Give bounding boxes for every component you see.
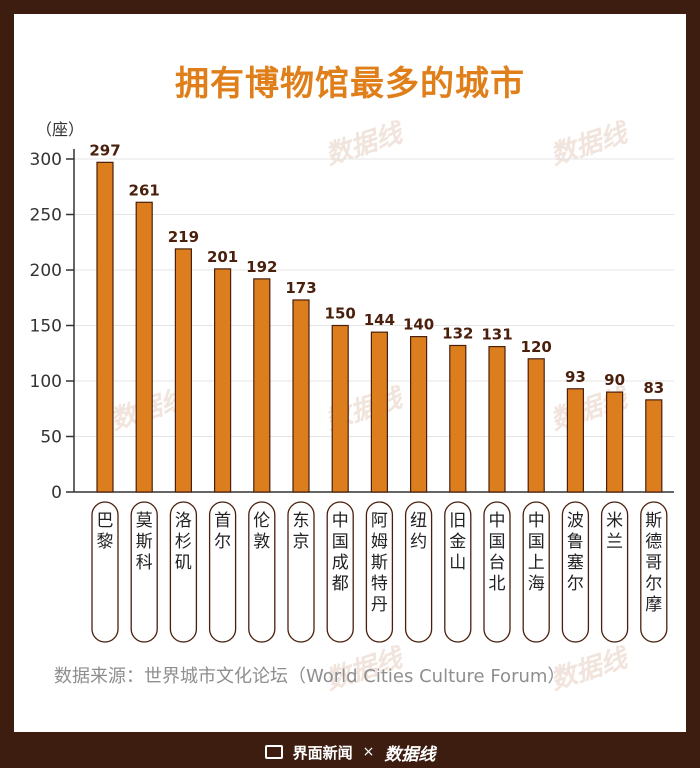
category-label: 中国台北 — [489, 511, 506, 594]
category-label: 伦敦 — [253, 511, 270, 552]
data-label: 93 — [565, 368, 586, 386]
category-pill — [561, 501, 590, 643]
category-label: 东京 — [293, 511, 310, 552]
bar-chart: （座） 0 50 100 150 200 250 300 297 巴黎 261 莫斯科 219 洛杉矶 20… — [30, 120, 674, 643]
chart-title: 拥有博物馆最多的城市 — [175, 64, 525, 104]
category-pill — [326, 501, 354, 643]
bar — [527, 358, 545, 493]
y-tick-label: 300 — [30, 150, 62, 170]
brand-datawire: 数据线 — [384, 744, 436, 765]
bar — [645, 399, 663, 493]
bar — [96, 161, 114, 493]
bar — [566, 388, 585, 493]
bar — [174, 248, 192, 493]
data-label: 150 — [325, 305, 356, 323]
category-label: 波鲁塞尔 — [567, 511, 584, 594]
data-label: 131 — [481, 326, 512, 344]
category-label: 巴黎 — [97, 511, 114, 552]
times-sign: × — [362, 744, 375, 760]
bar — [331, 324, 349, 493]
category-label: 莫斯科 — [136, 511, 153, 573]
data-label: 83 — [643, 379, 664, 397]
brand-jiemian: 界面新闻 — [292, 743, 353, 762]
data-label: 90 — [604, 371, 625, 389]
source-note: 数据来源：世界城市文化论坛（World Cities Culture Forum… — [54, 666, 566, 687]
data-label: 297 — [89, 141, 120, 159]
data-label: 192 — [246, 258, 277, 276]
category-pill — [522, 501, 550, 643]
y-tick-label: 150 — [30, 317, 62, 337]
category-pill — [91, 501, 119, 643]
category-pill — [365, 501, 394, 643]
bar — [253, 278, 271, 493]
category-pill — [248, 501, 276, 643]
bar — [449, 344, 467, 493]
category-label: 旧金山 — [449, 511, 466, 573]
category-label: 米兰 — [606, 511, 623, 552]
category-label: 洛杉矶 — [175, 511, 192, 573]
category-pill — [404, 501, 433, 643]
bar — [488, 345, 506, 493]
category-label: 阿姆斯特丹 — [371, 511, 388, 615]
y-tick-label: 50 — [40, 428, 62, 448]
y-tick-label: 250 — [30, 206, 62, 226]
data-label: 201 — [207, 248, 238, 266]
chart-card: 数据线 数据线 数据线 数据线 数据线 数据线 数据线 拥有博物馆最多的城市 （… — [14, 14, 686, 732]
data-label: 140 — [403, 316, 434, 334]
category-label: 纽约 — [410, 511, 427, 552]
bar — [370, 331, 388, 493]
category-label: 首尔 — [214, 511, 231, 552]
category-pill — [483, 501, 511, 643]
bar — [410, 336, 428, 493]
category-pill — [169, 501, 198, 643]
y-tick-label: 0 — [51, 483, 62, 503]
bar — [605, 391, 624, 493]
y-tick-label: 200 — [30, 261, 62, 281]
jiemian-logo-icon — [264, 745, 283, 759]
bar — [135, 201, 153, 493]
data-label: 219 — [168, 228, 199, 246]
category-label: 斯德哥尔摩 — [645, 511, 662, 615]
category-pill — [444, 501, 472, 643]
data-label: 132 — [442, 324, 473, 342]
footer-bar: 界面新闻 × 数据线 — [0, 736, 700, 768]
category-label: 中国成都 — [332, 511, 349, 594]
category-pill — [640, 501, 668, 643]
category-pill — [600, 501, 629, 643]
bar — [214, 268, 232, 493]
data-label: 144 — [364, 311, 395, 329]
category-pill — [208, 501, 237, 643]
data-label: 120 — [521, 338, 552, 356]
category-label: 中国上海 — [528, 511, 545, 594]
category-pill — [130, 501, 158, 643]
y-tick-label: 100 — [30, 372, 62, 392]
data-label: 261 — [129, 181, 160, 199]
data-label: 173 — [285, 279, 316, 297]
bar — [292, 299, 310, 493]
y-axis-label: （座） — [36, 120, 84, 139]
category-pill — [287, 501, 315, 643]
